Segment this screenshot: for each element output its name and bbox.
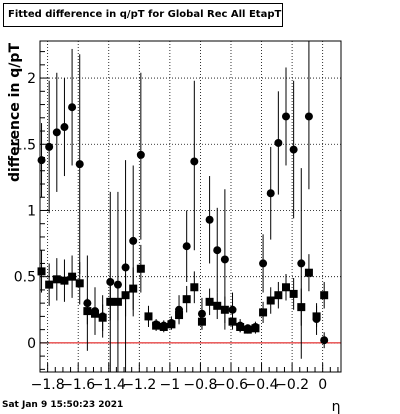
data-point-square (136, 264, 145, 273)
data-point-square (243, 325, 252, 334)
data-point-square (68, 272, 77, 281)
data-point-square (197, 317, 206, 326)
data-point-circle (213, 246, 222, 255)
data-point-square (182, 295, 191, 304)
y-tick-label: 1.5 (14, 137, 36, 153)
data-point-circle (182, 242, 191, 251)
data-point-square (236, 322, 245, 331)
data-point-square (52, 275, 61, 284)
data-point-circle (297, 259, 306, 268)
data-markers (37, 103, 329, 345)
data-point-circle (259, 259, 268, 268)
data-point-square (266, 296, 275, 305)
data-point-circle (320, 336, 329, 345)
data-point-square (281, 283, 290, 292)
chart-title: Fitted difference in q/pT for Global Rec… (3, 3, 283, 27)
x-tick-label: −1.2 (122, 377, 156, 393)
data-point-square (228, 317, 237, 326)
data-point-square (129, 284, 138, 293)
grid (40, 41, 341, 372)
data-point-square (312, 312, 321, 321)
data-point-square (175, 311, 184, 320)
x-tick-label: −1.6 (61, 377, 95, 393)
data-point-square (289, 289, 298, 298)
data-point-square (98, 313, 107, 322)
y-tick-label: 1 (27, 203, 36, 219)
data-point-square (152, 321, 161, 330)
data-point-square (144, 312, 153, 321)
x-tick-label: −1 (160, 377, 181, 393)
x-tick-label: −0.4 (245, 377, 279, 393)
x-tick-label: −0.2 (275, 377, 309, 393)
data-point-square (37, 267, 46, 276)
data-point-square (259, 308, 268, 317)
y-tick-label: 0 (27, 336, 36, 352)
data-point-square (106, 297, 115, 306)
data-point-circle (68, 103, 77, 112)
data-point-square (121, 291, 130, 300)
data-point-square (274, 291, 283, 300)
data-point-circle (205, 215, 214, 224)
data-point-square (159, 322, 168, 331)
data-point-circle (75, 160, 84, 169)
data-point-circle (190, 157, 199, 166)
data-point-square (297, 303, 306, 312)
timestamp-footer: Sat Jan 9 15:50:23 2021 (2, 400, 124, 410)
y-tick-label: 2 (27, 71, 36, 87)
plot-frame (39, 40, 342, 373)
data-point-circle (60, 123, 69, 132)
data-point-circle (228, 305, 237, 314)
x-axis-label: η (332, 399, 341, 414)
data-point-square (83, 307, 92, 316)
data-point-square (220, 305, 229, 314)
data-point-square (167, 320, 176, 329)
y-tick-label: 0.5 (14, 270, 36, 286)
data-point-square (190, 283, 199, 292)
y-axis-label: difference in q/pT (7, 43, 23, 182)
data-point-circle (197, 309, 206, 318)
data-point-circle (45, 142, 54, 151)
data-point-circle (121, 263, 130, 272)
data-point-square (45, 280, 54, 289)
data-point-circle (83, 299, 92, 308)
data-point-square (304, 268, 313, 277)
data-point-square (320, 291, 329, 300)
x-tick-label: −0.6 (214, 377, 248, 393)
x-tick-label: 0 (318, 377, 327, 393)
data-point-square (113, 297, 122, 306)
data-point-square (251, 324, 260, 333)
x-tick-label: −1.8 (31, 377, 65, 393)
data-point-circle (304, 112, 313, 121)
data-point-circle (289, 145, 298, 154)
data-point-circle (106, 277, 115, 286)
data-point-circle (136, 150, 145, 159)
data-point-square (213, 301, 222, 310)
data-point-circle (281, 112, 290, 121)
data-point-circle (220, 255, 229, 264)
data-point-circle (266, 189, 275, 198)
error-bars (41, 41, 325, 372)
data-point-square (75, 279, 84, 288)
data-point-square (205, 297, 214, 306)
data-point-square (60, 276, 69, 285)
data-point-square (91, 309, 100, 318)
data-point-circle (274, 138, 283, 147)
data-point-circle (52, 128, 61, 137)
x-tick-label: −1.4 (92, 377, 126, 393)
data-point-circle (113, 280, 122, 289)
x-tick-label: −0.8 (183, 377, 217, 393)
data-point-circle (129, 236, 138, 245)
axis-ticks: 0 0.5 1 1.5 2 −1.8−1.6−1.4−1.2 −1 −0.8−0.6−0.4−… (14, 51, 339, 393)
